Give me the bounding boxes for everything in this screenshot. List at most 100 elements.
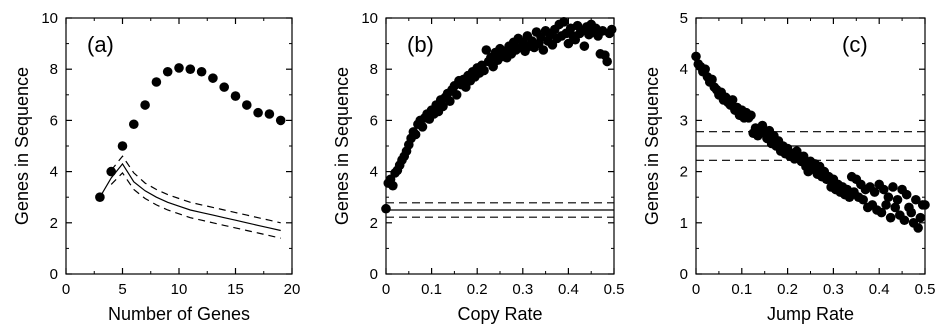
x-tick-label: 20 (284, 281, 301, 298)
data-point (579, 41, 590, 51)
data-point (196, 66, 207, 77)
data-point (727, 95, 738, 105)
dashed-series-line (110, 155, 281, 224)
data-point (538, 45, 549, 55)
y-tick-label: 5 (680, 10, 688, 27)
data-point (95, 192, 105, 202)
x-tick-label: 0.5 (604, 281, 625, 298)
y-axis-label: Genes in Sequence (332, 67, 352, 225)
y-tick-label: 8 (370, 61, 378, 78)
data-point (230, 91, 241, 101)
data-point (858, 194, 868, 205)
x-axis-label: Number of Genes (108, 304, 250, 324)
data-point (899, 215, 910, 226)
data-point (445, 96, 455, 106)
x-tick-label: 0.5 (915, 281, 936, 298)
data-point (381, 203, 391, 214)
data-point (129, 119, 139, 130)
data-point (869, 187, 880, 197)
data-point (915, 212, 926, 223)
y-tick-label: 10 (41, 10, 58, 27)
y-tick-label: 6 (370, 112, 378, 129)
y-axis-label: Genes in Sequence (642, 67, 662, 225)
data-point (388, 180, 398, 191)
data-point (410, 129, 421, 140)
data-point (888, 182, 898, 192)
y-tick-label: 2 (680, 164, 688, 181)
y-tick-label: 6 (50, 112, 58, 129)
data-point (106, 166, 116, 177)
x-tick-label: 0.3 (823, 281, 844, 298)
data-point (913, 223, 923, 233)
x-tick-label: 0.4 (558, 281, 579, 298)
x-tick-label: 5 (118, 281, 126, 298)
data-point (691, 51, 701, 62)
data-point (140, 100, 150, 110)
x-tick-label: 0 (62, 281, 70, 298)
y-tick-label: 2 (50, 215, 58, 232)
data-point (881, 200, 891, 210)
data-point (264, 109, 275, 119)
data-point (174, 63, 184, 73)
data-point (890, 202, 901, 213)
panel-2: 0 0.1 0.2 0.3 0.4 0.5 0 1 2 3 4 5 Jump Rate Genes in … (642, 10, 935, 324)
data-point (911, 194, 921, 205)
y-tick-label: 4 (50, 164, 58, 181)
data-point (253, 107, 263, 118)
data-point (906, 207, 917, 218)
data-point (275, 115, 286, 126)
data-point (885, 212, 896, 223)
x-tick-label: 0 (692, 281, 700, 298)
data-point (208, 73, 218, 83)
data-point (219, 82, 229, 92)
data-point (438, 101, 448, 112)
x-tick-label: 0.3 (512, 281, 533, 298)
data-point (892, 194, 903, 205)
data-point (757, 120, 768, 131)
x-axis-label: Jump Rate (767, 304, 854, 324)
y-axis-label: Genes in Sequence (12, 67, 32, 225)
panel-1: 0 0.1 0.2 0.3 0.4 0.5 0 2 4 6 8 10 Copy Rate Genes in… (332, 10, 624, 324)
panel-label: (b) (407, 32, 434, 57)
y-tick-label: 2 (370, 215, 378, 232)
data-point (606, 24, 617, 35)
data-point (707, 74, 717, 85)
y-tick-label: 3 (680, 112, 688, 129)
data-point (746, 110, 756, 121)
data-point (242, 100, 252, 110)
x-tick-label: 0.1 (731, 281, 752, 298)
solid-series-line (99, 162, 281, 232)
dashed-series-line (110, 171, 281, 239)
x-axis-label: Copy Rate (457, 304, 542, 324)
y-tick-label: 0 (370, 266, 378, 283)
data-point (883, 192, 894, 202)
data-point (876, 207, 887, 218)
data-point (479, 65, 489, 76)
data-point (559, 17, 569, 27)
panel-label: (c) (842, 32, 868, 57)
y-tick-label: 1 (680, 215, 688, 232)
y-tick-label: 0 (50, 266, 58, 283)
y-tick-label: 0 (680, 266, 688, 283)
data-point (117, 141, 128, 151)
y-tick-label: 8 (50, 61, 58, 78)
data-point (602, 56, 612, 67)
x-tick-label: 0.4 (869, 281, 890, 298)
x-tick-label: 0 (382, 281, 390, 298)
y-tick-label: 4 (370, 164, 378, 181)
data-point (451, 90, 462, 100)
data-point (481, 45, 492, 55)
data-point (185, 64, 196, 74)
data-point (878, 184, 889, 195)
data-point (901, 189, 912, 200)
x-tick-label: 0.2 (777, 281, 798, 298)
x-tick-label: 0.2 (467, 281, 488, 298)
data-point (151, 77, 162, 87)
panel-label: (a) (87, 32, 114, 57)
data-point (417, 122, 428, 132)
y-tick-label: 4 (680, 61, 688, 78)
data-point (700, 64, 710, 74)
x-tick-label: 10 (171, 281, 188, 298)
y-tick-label: 10 (361, 10, 378, 27)
data-point (162, 66, 173, 77)
